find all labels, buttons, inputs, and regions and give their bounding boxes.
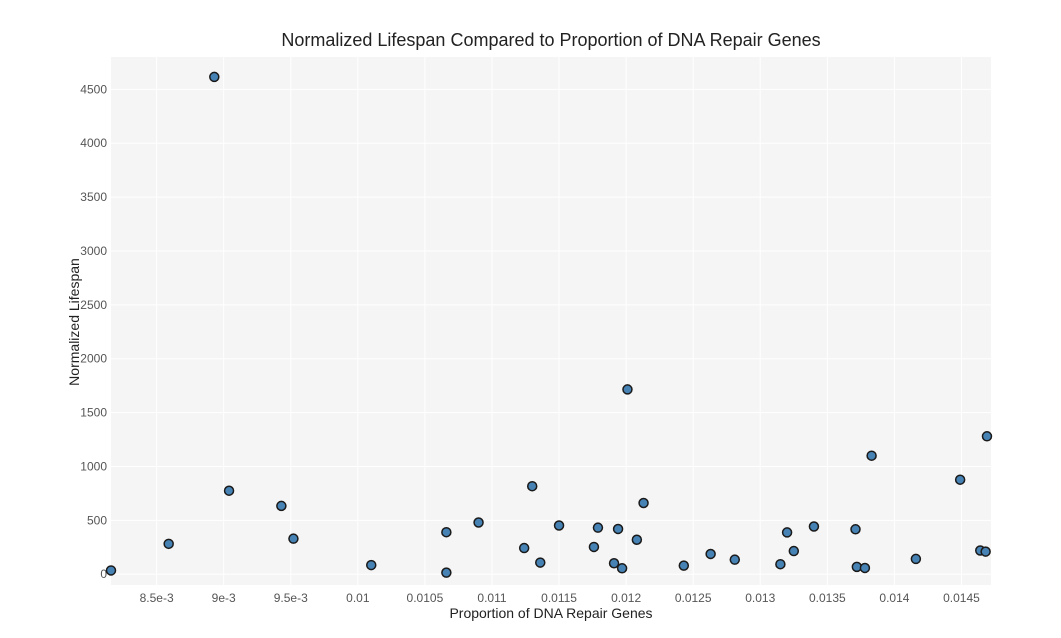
x-tick-label: 0.01 xyxy=(346,591,370,605)
data-point[interactable] xyxy=(535,557,546,568)
x-tick-label: 0.0115 xyxy=(541,591,577,605)
x-axis-ticks: 8.5e-3 9e-3 9.5e-3 0.01 0.0105 0.011 0.0115 0.0… xyxy=(140,591,981,605)
data-point[interactable] xyxy=(859,562,871,574)
data-point[interactable] xyxy=(288,533,299,544)
x-tick-label: 9.5e-3 xyxy=(274,591,308,605)
x-tick-label: 0.013 xyxy=(745,591,775,605)
data-point[interactable] xyxy=(850,524,861,535)
data-point[interactable] xyxy=(223,485,235,496)
x-tick-label: 0.012 xyxy=(611,591,641,605)
gridlines xyxy=(111,57,991,585)
data-point[interactable] xyxy=(808,521,820,532)
data-point[interactable] xyxy=(678,560,690,571)
y-tick-label: 1500 xyxy=(80,406,107,420)
y-axis-title: Normalized Lifespan xyxy=(66,258,82,386)
data-point[interactable] xyxy=(588,541,600,553)
data-point[interactable] xyxy=(209,71,220,83)
data-point[interactable] xyxy=(781,527,793,538)
data-point[interactable] xyxy=(616,563,628,574)
data-point[interactable] xyxy=(441,567,452,578)
data-point[interactable] xyxy=(980,546,991,557)
x-tick-label: 8.5e-3 xyxy=(140,591,174,605)
data-points xyxy=(105,71,993,578)
y-tick-label: 2500 xyxy=(80,298,107,312)
data-point[interactable] xyxy=(729,554,741,565)
data-point[interactable] xyxy=(518,542,530,554)
data-point[interactable] xyxy=(612,523,624,535)
y-tick-label: 3000 xyxy=(80,244,107,258)
x-tick-label: 0.011 xyxy=(477,591,506,605)
x-tick-label: 0.0105 xyxy=(407,591,444,605)
data-point[interactable] xyxy=(775,558,786,570)
data-point[interactable] xyxy=(622,384,633,395)
data-point[interactable] xyxy=(981,431,993,442)
data-point[interactable] xyxy=(473,517,484,528)
data-point[interactable] xyxy=(866,450,877,461)
data-point[interactable] xyxy=(365,559,377,571)
y-tick-label: 2000 xyxy=(80,352,107,366)
data-point[interactable] xyxy=(441,526,452,538)
x-tick-label: 9e-3 xyxy=(212,591,236,605)
y-axis-ticks: 0 500 1000 1500 2000 2500 3000 3500 4000 4500 xyxy=(80,82,107,581)
y-tick-label: 1000 xyxy=(80,459,107,473)
y-tick-label: 0 xyxy=(100,567,107,581)
y-tick-label: 4500 xyxy=(80,82,107,96)
y-tick-label: 3500 xyxy=(80,190,107,204)
x-tick-label: 0.0125 xyxy=(675,591,712,605)
y-tick-label: 4000 xyxy=(80,136,107,150)
plot-area xyxy=(111,57,991,585)
data-point[interactable] xyxy=(910,553,922,565)
x-axis-title: Proportion of DNA Repair Genes xyxy=(449,605,652,621)
data-point[interactable] xyxy=(592,522,604,533)
x-tick-label: 0.014 xyxy=(879,591,909,605)
x-tick-label: 0.0135 xyxy=(809,591,846,605)
y-tick-label: 500 xyxy=(87,513,107,527)
chart-title: Normalized Lifespan Compared to Proporti… xyxy=(281,30,820,50)
data-point[interactable] xyxy=(526,480,538,492)
data-point[interactable] xyxy=(954,474,966,485)
x-tick-label: 0.0145 xyxy=(943,591,980,605)
data-point[interactable] xyxy=(788,545,800,557)
data-point[interactable] xyxy=(105,565,117,576)
data-point[interactable] xyxy=(631,534,643,545)
data-point[interactable] xyxy=(705,548,716,560)
data-point[interactable] xyxy=(163,538,174,550)
data-point[interactable] xyxy=(553,520,565,531)
data-point[interactable] xyxy=(608,557,620,569)
data-point[interactable] xyxy=(276,500,287,512)
data-point[interactable] xyxy=(638,497,649,509)
